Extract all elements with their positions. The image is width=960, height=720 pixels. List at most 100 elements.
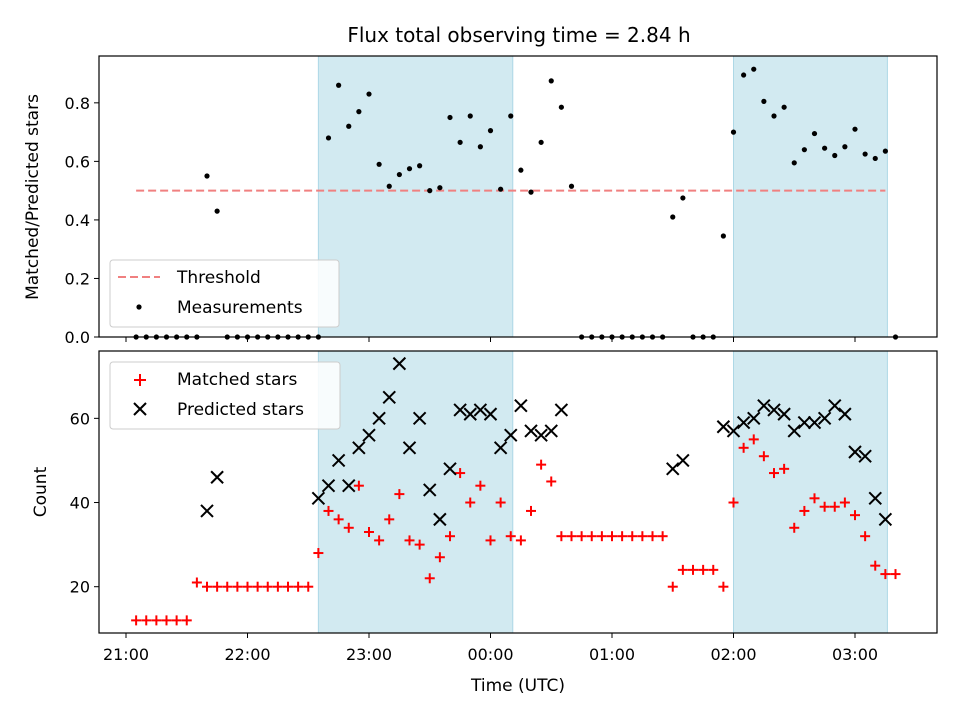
measurement-point [822, 145, 828, 151]
matched-star-point [758, 451, 769, 462]
matched-star-point [404, 535, 415, 546]
top-legend-box [109, 259, 340, 328]
measurement-point [730, 129, 737, 135]
y-tick-label: 0.8 [65, 94, 90, 113]
matched-star-point [627, 531, 638, 542]
matched-star-point [293, 581, 304, 592]
x-tick-label: 21:00 [103, 645, 149, 664]
matched-star-point [596, 531, 607, 542]
matched-star-point [728, 497, 739, 508]
y-tick-label: 60 [70, 409, 90, 428]
predicted-star-point [423, 483, 437, 497]
matched-star-point [475, 480, 486, 491]
matched-star-point [566, 531, 577, 542]
matched-star-point [445, 531, 455, 542]
predicted-star-point [352, 441, 366, 455]
top-y-ticks: 0.0 0.2 0.4 0.6 0.8 [65, 94, 99, 347]
matched-star-point [617, 531, 628, 542]
predicted-star-point [402, 441, 417, 455]
matched-star-point [191, 577, 202, 588]
matched-star-point [789, 522, 800, 533]
matched-star-point [485, 535, 496, 546]
measurement-point [872, 155, 878, 162]
observing-span-2 [733, 55, 888, 338]
measurements-legend-label: Measurements [177, 298, 303, 318]
observing-span-1 [317, 55, 514, 338]
predicted-star-point [878, 512, 893, 527]
predicted-star-point [463, 407, 477, 421]
predicted-star-point [716, 420, 731, 434]
predicted-star-point [331, 453, 346, 468]
matched-star-point [272, 581, 283, 592]
measurement-point [487, 128, 494, 134]
measurement-point [538, 139, 544, 145]
measurement-point [467, 113, 473, 119]
predicted-star-point [817, 411, 832, 426]
matched-star-point [779, 463, 790, 474]
matched-star-point [232, 581, 243, 592]
matched-star-point [434, 552, 445, 563]
y-tick-label: 0.0 [65, 328, 90, 347]
measurement-point [781, 104, 787, 110]
predicted-legend-swatch [133, 402, 147, 416]
matched-star-point [323, 505, 334, 516]
x-tick-label: 22:00 [224, 645, 270, 664]
predicted-star-point [443, 462, 457, 476]
predicted-star-point [787, 424, 801, 438]
predicted-star-point [757, 399, 771, 413]
matched-star-point [860, 531, 871, 542]
predicted-star-point [736, 415, 751, 430]
measurement-point [356, 109, 362, 115]
predicted-star-point [504, 428, 518, 442]
matched-star-point [536, 459, 547, 470]
matched-star-point [242, 581, 253, 592]
matched-star-point [222, 581, 233, 592]
matched-star-point [455, 468, 466, 479]
measurement-point [791, 160, 797, 166]
threshold-legend-label: Threshold [176, 268, 261, 288]
measurement-point [346, 123, 352, 129]
y-tick-label: 0.6 [65, 152, 90, 171]
matched-star-point [424, 573, 435, 584]
predicted-star-point [524, 424, 538, 438]
measurement-point [720, 233, 726, 239]
matched-star-point [667, 581, 678, 592]
matched-star-point [212, 581, 223, 592]
predicted-star-point [321, 478, 336, 493]
measurement-point [427, 188, 433, 194]
measurement-point [366, 91, 372, 97]
measurement-point [842, 144, 848, 150]
matched-star-point [556, 531, 567, 542]
predicted-star-point [777, 407, 791, 421]
measurement-point [568, 183, 575, 189]
predicted-star-point [362, 428, 376, 442]
measurement-point [801, 147, 807, 153]
measurement-point [508, 113, 514, 119]
x-tick-label: 00:00 [467, 645, 513, 664]
matched-star-point [181, 615, 192, 626]
matched-star-point [880, 569, 891, 580]
chart-title: Flux total observing time = 2.84 h [347, 23, 690, 47]
matched-star-point [262, 581, 273, 592]
matched-star-point [394, 489, 405, 500]
measurement-point [528, 189, 534, 195]
matched-star-point [870, 560, 881, 571]
x-tick-label: 01:00 [589, 645, 635, 664]
measurement-point [498, 186, 504, 192]
matched-star-point [465, 497, 476, 508]
top-y-axis-label: Matched/Predicted stars [23, 94, 43, 300]
predicted-star-point [382, 390, 396, 405]
matched-star-point [890, 569, 901, 580]
measurement-point [751, 66, 757, 72]
predicted-star-point [433, 512, 447, 527]
matched-stars-points [131, 434, 901, 626]
measurement-point [457, 139, 463, 145]
measurement-point [437, 185, 443, 191]
y-tick-label: 0.2 [65, 269, 90, 288]
matched-star-point [505, 531, 516, 542]
matched-star-point [586, 531, 597, 542]
matched-star-point [850, 510, 860, 521]
measurement-point [811, 130, 818, 137]
measurement-point [670, 214, 676, 220]
